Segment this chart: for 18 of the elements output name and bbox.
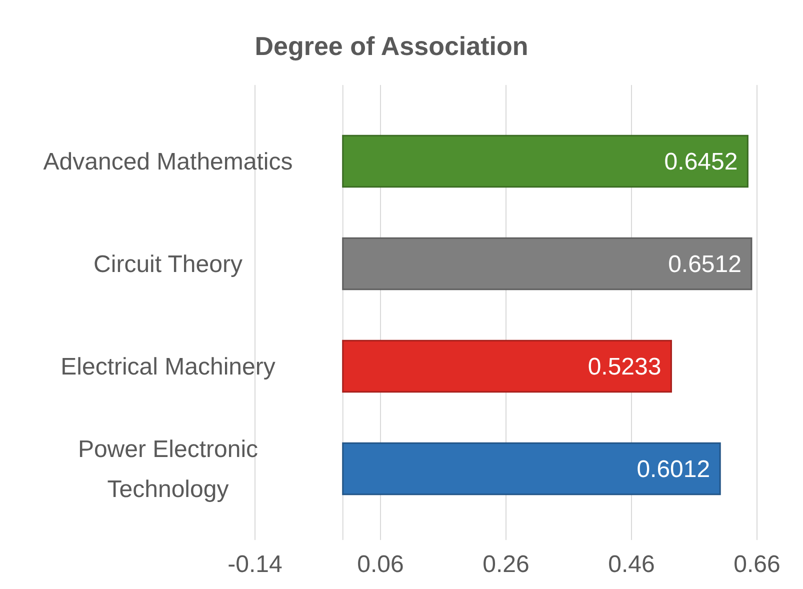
- data-label: 0.6452: [664, 148, 738, 176]
- bar: [342, 134, 748, 188]
- bar: [342, 442, 721, 496]
- y-tick-label: Electrical Machinery: [60, 354, 276, 381]
- data-label: 0.6012: [636, 456, 710, 484]
- x-tick-label: 0.66: [734, 551, 780, 578]
- y-tick-label: Power Electronic Technology: [78, 436, 258, 504]
- bar: [342, 237, 752, 290]
- data-label: 0.6512: [668, 251, 742, 278]
- x-tick-label: 0.26: [482, 551, 530, 578]
- x-tick-label: 0.46: [608, 551, 655, 578]
- bar: [342, 340, 672, 393]
- x-tick-label: -0.14: [228, 551, 282, 578]
- data-label: 0.5233: [588, 354, 662, 381]
- chart-title: Degree of Association: [254, 31, 528, 61]
- x-tick-label: 0.06: [357, 551, 404, 578]
- y-tick-label: Circuit Theory: [94, 251, 242, 278]
- y-tick-label: Advanced Mathematics: [43, 148, 293, 176]
